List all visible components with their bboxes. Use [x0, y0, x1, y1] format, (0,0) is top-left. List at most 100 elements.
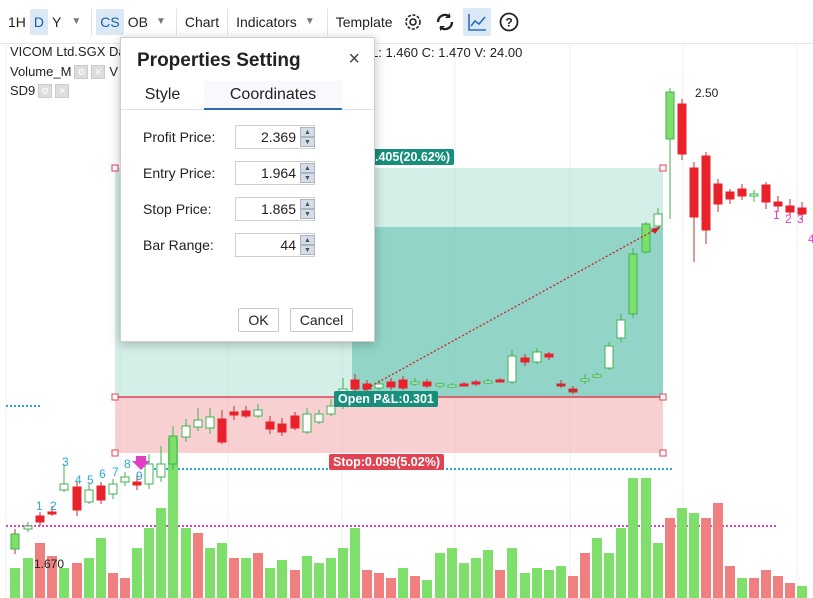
- ob-chevron-down-icon[interactable]: ▼: [155, 16, 166, 27]
- volume-bar: [568, 576, 578, 598]
- profit-price-field[interactable]: ▲ ▼: [235, 125, 315, 149]
- settings-icon[interactable]: ⚙: [38, 83, 53, 98]
- candle-body: [592, 374, 602, 378]
- help-icon[interactable]: ?: [495, 8, 523, 36]
- stop-price-input[interactable]: [236, 200, 300, 218]
- volume-bar: [156, 508, 166, 598]
- spin-up-icon[interactable]: ▲: [300, 235, 315, 245]
- candle-body: [689, 167, 699, 218]
- candle-body: [797, 207, 807, 215]
- spin-down-icon[interactable]: ▼: [300, 245, 315, 255]
- spin-up-icon[interactable]: ▲: [300, 127, 315, 137]
- bar-range-field[interactable]: ▲ ▼: [235, 233, 315, 257]
- chart-button[interactable]: Chart: [184, 13, 220, 30]
- volume-bar: [592, 538, 602, 598]
- candle-body: [10, 533, 20, 550]
- symbol-title: VICOM Ltd.SGX Da: [10, 44, 126, 59]
- arrow-head-icon: [651, 227, 660, 234]
- spin-down-icon[interactable]: ▼: [300, 209, 315, 219]
- volume-bar: [761, 570, 771, 598]
- spin-down-icon[interactable]: ▼: [300, 173, 315, 183]
- volume-bar: [422, 580, 432, 598]
- candle-body: [181, 425, 191, 438]
- ok-button[interactable]: OK: [238, 308, 279, 332]
- cancel-button[interactable]: Cancel: [290, 308, 353, 332]
- spin-down-icon[interactable]: ▼: [300, 137, 315, 147]
- volume-bar: [350, 528, 360, 598]
- volume-bar: [362, 570, 372, 598]
- candle-body: [302, 413, 312, 433]
- candle-body: [144, 463, 154, 485]
- volume-bar: [168, 438, 178, 598]
- interval-d[interactable]: D: [29, 8, 49, 35]
- candle-body: [96, 485, 106, 501]
- interval-y[interactable]: Y: [52, 13, 62, 30]
- candle-body: [193, 419, 203, 428]
- volume-bar: [217, 543, 227, 598]
- bar-range-stepper[interactable]: ▲ ▼: [300, 234, 315, 256]
- candle-body: [701, 155, 711, 231]
- candle-body: [677, 103, 687, 155]
- ob-button[interactable]: OB: [127, 13, 148, 30]
- profit-price-input[interactable]: [236, 128, 300, 146]
- candle-body: [447, 384, 457, 388]
- settings-icon[interactable]: ⚙: [74, 64, 89, 79]
- gear-icon[interactable]: [399, 8, 427, 36]
- volume-bar: [120, 578, 130, 598]
- stop-price-stepper[interactable]: ▲ ▼: [300, 198, 315, 220]
- volume-bar: [725, 566, 735, 598]
- volume-bar: [374, 573, 384, 598]
- entry-price-stepper[interactable]: ▲ ▼: [300, 162, 315, 184]
- chart-canvas[interactable]: [0, 44, 813, 598]
- price-chart[interactable]: VICOM Ltd.SGX Da Volume_M ⚙ ✕ V SD9 ⚙ ✕ …: [0, 44, 813, 598]
- spin-up-icon[interactable]: ▲: [300, 199, 315, 209]
- close-icon[interactable]: ×: [348, 48, 360, 70]
- spin-up-icon[interactable]: ▲: [300, 163, 315, 173]
- indicators-button[interactable]: Indicators: [236, 13, 297, 30]
- template-button[interactable]: Template: [335, 13, 393, 30]
- indicators-chevron-down-icon[interactable]: ▼: [304, 16, 315, 27]
- chart-style-cs[interactable]: CS: [96, 8, 124, 35]
- remove-icon[interactable]: ✕: [91, 64, 106, 79]
- profit-tag: .405(20.62%): [371, 149, 455, 165]
- candle-body: [23, 525, 33, 530]
- candle-body: [132, 481, 142, 486]
- volume-bar: [314, 563, 324, 598]
- seq-count-label: 8: [124, 457, 131, 471]
- profit-price-row: Profit Price: ▲ ▼: [143, 124, 363, 150]
- remove-icon[interactable]: ✕: [55, 83, 70, 98]
- refresh-icon[interactable]: [431, 8, 459, 36]
- volume-bar: [532, 568, 542, 598]
- stop-price-field[interactable]: ▲ ▼: [235, 197, 315, 221]
- profit-price-stepper[interactable]: ▲ ▼: [300, 126, 315, 148]
- volume-bar: [338, 548, 348, 598]
- interval-chevron-down-icon[interactable]: ▼: [71, 16, 82, 27]
- candle-body: [350, 379, 360, 390]
- volume-bar: [713, 503, 723, 598]
- zone-handle: [659, 449, 667, 457]
- chart-line-icon[interactable]: [462, 7, 491, 36]
- volume-bar: [144, 528, 154, 598]
- bar-range-input[interactable]: [236, 236, 300, 254]
- high-price-label: 2.50: [695, 86, 719, 100]
- candle-body: [761, 184, 771, 203]
- candle-body: [725, 191, 735, 200]
- sd9-legend: SD9 ⚙ ✕: [10, 83, 70, 98]
- candle-body: [265, 421, 275, 430]
- seq-count-label: 7: [112, 465, 119, 479]
- entry-price-input[interactable]: [236, 164, 300, 182]
- entry-price-field[interactable]: ▲ ▼: [235, 161, 315, 185]
- volume-bar: [241, 558, 251, 598]
- candle-body: [253, 409, 263, 417]
- tab-style[interactable]: Style: [144, 85, 181, 103]
- volume-bar: [35, 543, 45, 598]
- interval-1h[interactable]: 1H: [8, 13, 26, 30]
- zone-handle: [659, 393, 667, 401]
- volume-bar: [410, 576, 420, 598]
- seq-count-label: 5: [87, 473, 94, 487]
- volume-bar: [447, 548, 457, 598]
- dialog-title: Properties Setting: [137, 50, 301, 71]
- tab-coordinates[interactable]: Coordinates: [204, 81, 342, 110]
- candle-body: [495, 379, 505, 383]
- candle-body: [604, 345, 614, 369]
